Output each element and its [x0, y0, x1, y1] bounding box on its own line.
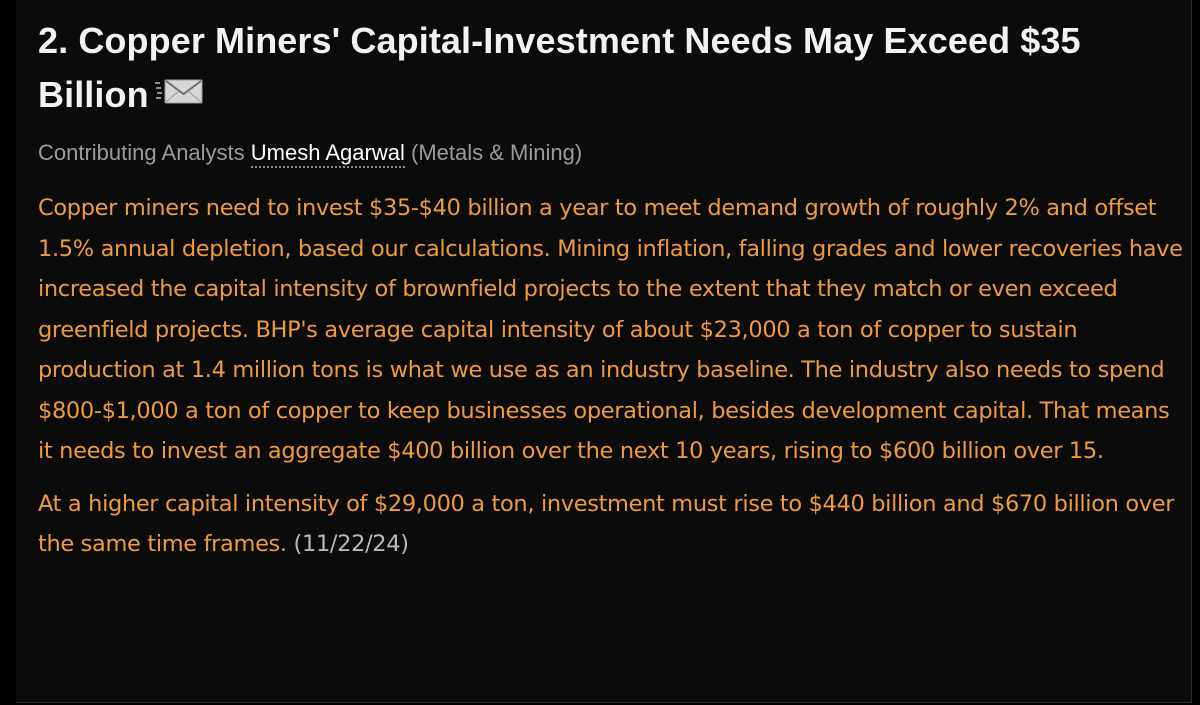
story-date: (11/22/24) — [293, 531, 409, 558]
email-envelope-icon[interactable] — [154, 66, 205, 120]
story-paragraph-2-text: At a higher capital intensity of $29,000… — [38, 490, 1175, 558]
story-paragraph-2: At a higher capital intensity of $29,000… — [38, 484, 1183, 565]
story-body: 2. Copper Miners' Capital-Investment Nee… — [38, 14, 1183, 565]
story-panel: 2. Copper Miners' Capital-Investment Nee… — [16, 0, 1192, 703]
analyst-name-link[interactable]: Umesh Agarwal — [250, 140, 405, 169]
byline: Contributing Analysts Umesh Agarwal (Met… — [38, 140, 1183, 169]
byline-prefix: Contributing Analysts — [38, 140, 245, 166]
story-paragraph-1: Copper miners need to invest $35-$40 bil… — [38, 195, 1183, 465]
headline-text: 2. Copper Miners' Capital-Investment Nee… — [38, 20, 1081, 115]
story-headline: 2. Copper Miners' Capital-Investment Nee… — [38, 14, 1183, 124]
analyst-sector: (Metals & Mining) — [411, 140, 583, 166]
